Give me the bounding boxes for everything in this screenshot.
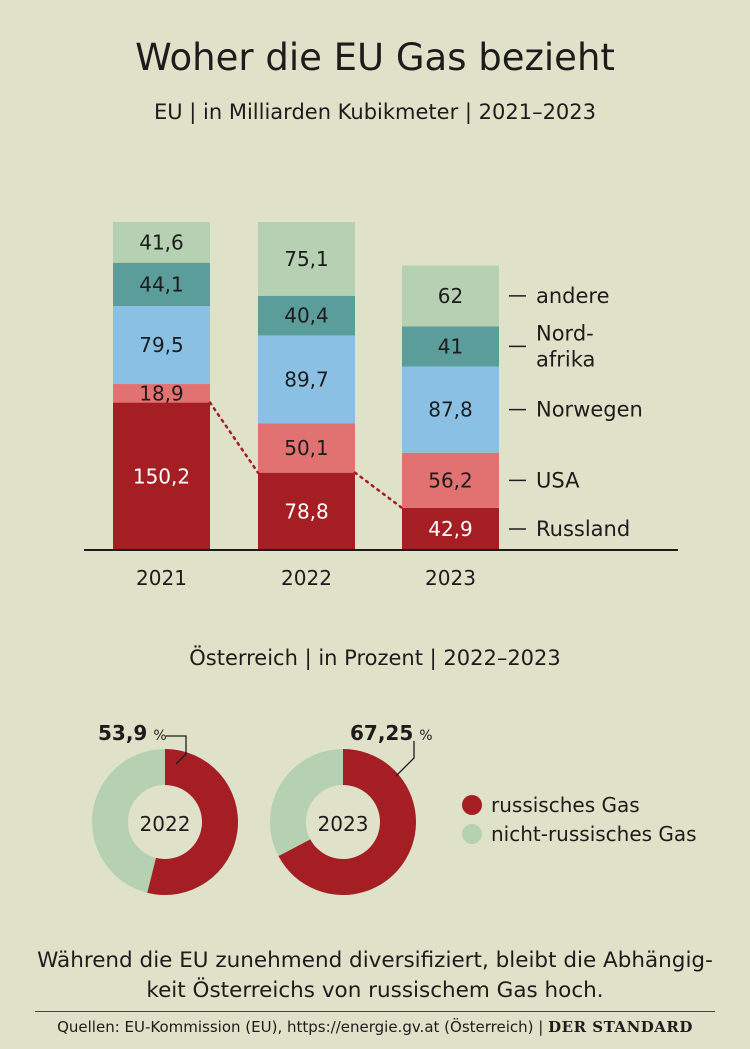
- bar-nordafrika-2023: [402, 326, 499, 367]
- legend-label-russland: Russland: [536, 517, 630, 541]
- x-tick-2022: 2022: [281, 566, 332, 590]
- x-tick-2021: 2021: [136, 566, 187, 590]
- legend-label-norwegen: Norwegen: [536, 398, 643, 422]
- bar-label-russland-2022: 78,8: [284, 499, 329, 523]
- bar-label-nordafrika-2021: 44,1: [139, 272, 184, 296]
- bar-label-andere-2022: 75,1: [284, 247, 329, 271]
- chart-area: 150,2 18,9 79,5 44,1 41,6 2021 78,8 50,1 89,7 40,…: [84, 221, 697, 895]
- bar-usa-2021: [113, 384, 210, 403]
- bar-label-russland-2023: 42,9: [428, 517, 473, 541]
- x-tick-2023: 2023: [425, 566, 476, 590]
- bar-label-usa-2021: 18,9: [139, 381, 184, 405]
- bar-russland-2021: [113, 402, 210, 550]
- bar-norwegen-2023: [402, 366, 499, 453]
- bar-label-nordafrika-2023: 41: [438, 334, 463, 358]
- bar-label-norwegen-2022: 89,7: [284, 367, 329, 391]
- bar-label-norwegen-2023: 87,8: [428, 398, 473, 422]
- pie-subtitle: Österreich | in Prozent | 2022–2023: [189, 646, 561, 670]
- brand-logo: DER STANDARD: [548, 1018, 693, 1036]
- legend-label-andere: andere: [536, 284, 610, 308]
- donut-percent-sign: %: [419, 728, 432, 744]
- legend-dot-russian_gas: [462, 795, 482, 815]
- bar-label-andere-2023: 62: [438, 284, 463, 308]
- bar-andere-2023: [402, 265, 499, 327]
- footer-separator: |: [538, 1018, 544, 1036]
- donut-center-label-2023: 2023: [318, 812, 369, 836]
- donut-leader-line-2022: [166, 735, 187, 765]
- bar-label-russland-2021: 150,2: [133, 464, 190, 488]
- bar-andere-2021: [113, 221, 210, 263]
- bar-label-usa-2023: 56,2: [428, 468, 473, 492]
- bar-russland-2022: [258, 472, 355, 550]
- bar-label-usa-2022: 50,1: [284, 436, 329, 460]
- footer-sources: Quellen: EU-Kommission (EU), https://ene…: [57, 1018, 534, 1036]
- bar-usa-2023: [402, 452, 499, 508]
- legend-label-non_russian_gas: nicht-russisches Gas: [491, 822, 697, 846]
- donut-russian-slice-2023: [278, 749, 416, 895]
- bar-label-norwegen-2021: 79,5: [139, 333, 184, 357]
- legend-dot-non_russian_gas: [462, 824, 482, 844]
- chart-title: Woher die EU Gas bezieht: [135, 36, 615, 79]
- bar-norwegen-2021: [113, 305, 210, 385]
- russland-trend-dotted-line: [353, 471, 404, 510]
- donut-value-label-2022: 53,9%: [98, 721, 167, 745]
- bar-label-nordafrika-2022: 40,4: [284, 304, 329, 328]
- donut-russian-slice-2022: [147, 749, 239, 895]
- donut-value-label-2023: 67,25%: [350, 721, 433, 745]
- legend-label-russian_gas: russisches Gas: [491, 793, 640, 817]
- bar-russland-2023: [402, 507, 499, 550]
- donut-leader-line-2023: [395, 741, 415, 777]
- legend-label-nordafrika: Nord-: [536, 321, 594, 345]
- footer-divider: [35, 1011, 715, 1012]
- bar-label-andere-2021: 41,6: [139, 230, 184, 254]
- russland-trend-dotted-line: [208, 401, 260, 474]
- bar-nordafrika-2021: [113, 262, 210, 306]
- footer: Quellen: EU-Kommission (EU), https://ene…: [0, 1018, 750, 1036]
- bar-norwegen-2022: [258, 335, 355, 424]
- bar-andere-2022: [258, 222, 355, 296]
- legend-label-usa: USA: [536, 468, 580, 492]
- bar-usa-2022: [258, 423, 355, 473]
- chart-subtitle: EU | in Milliarden Kubikmeter | 2021–202…: [153, 100, 597, 124]
- donut-center-label-2022: 2022: [140, 812, 191, 836]
- caption: Während die EU zunehmend diversifiziert,…: [37, 948, 713, 1003]
- legend-label-nordafrika: afrika: [536, 347, 595, 371]
- donut-percent-sign: %: [153, 728, 166, 744]
- bar-nordafrika-2022: [258, 295, 355, 336]
